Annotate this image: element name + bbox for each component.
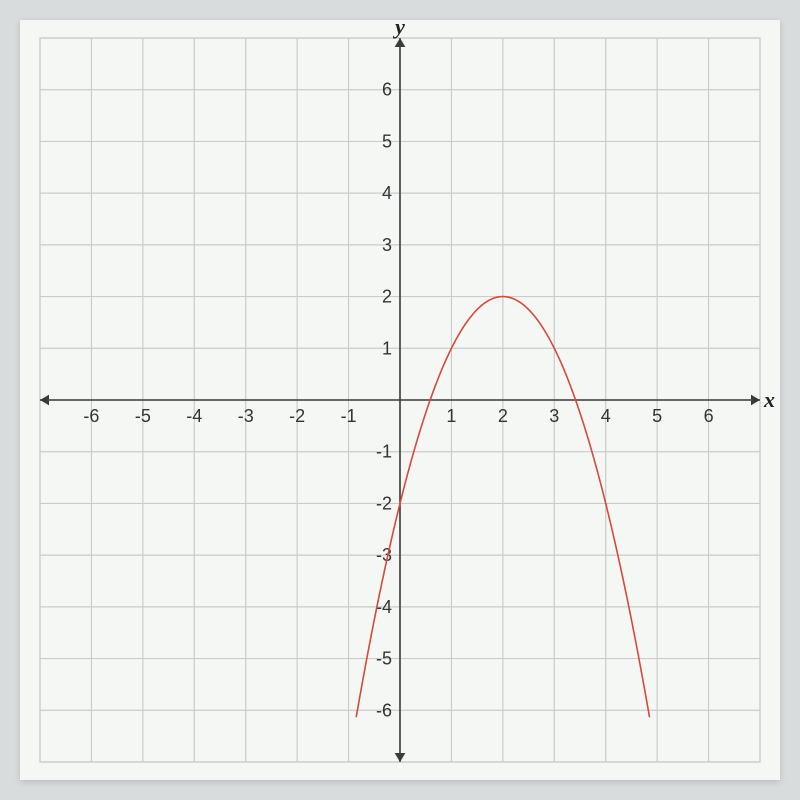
y-tick-label: 1 — [382, 338, 392, 358]
y-tick-label: -1 — [376, 442, 392, 462]
coordinate-plane-svg: -6-5-4-3-2-1123456-6-5-4-3-2-1123456xy — [20, 20, 780, 780]
x-tick-label: 5 — [652, 406, 662, 426]
x-tick-label: 1 — [446, 406, 456, 426]
x-tick-label: 6 — [704, 406, 714, 426]
x-tick-label: -3 — [238, 406, 254, 426]
x-tick-label: -2 — [289, 406, 305, 426]
x-tick-label: -1 — [341, 406, 357, 426]
graph-photo: -6-5-4-3-2-1123456-6-5-4-3-2-1123456xy — [20, 20, 780, 780]
coordinate-plane: -6-5-4-3-2-1123456-6-5-4-3-2-1123456xy — [20, 20, 780, 780]
x-tick-label: 2 — [498, 406, 508, 426]
y-tick-label: -5 — [376, 649, 392, 669]
y-tick-label: 4 — [382, 183, 392, 203]
y-tick-label: 2 — [382, 287, 392, 307]
y-tick-label: 5 — [382, 131, 392, 151]
x-tick-label: 4 — [601, 406, 611, 426]
x-tick-label: -6 — [83, 406, 99, 426]
y-tick-label: 6 — [382, 80, 392, 100]
x-axis-label: x — [763, 387, 775, 412]
x-tick-label: -4 — [186, 406, 202, 426]
y-tick-label: -6 — [376, 700, 392, 720]
x-tick-label: 3 — [549, 406, 559, 426]
y-tick-label: -2 — [376, 493, 392, 513]
x-tick-label: -5 — [135, 406, 151, 426]
y-tick-label: 3 — [382, 235, 392, 255]
